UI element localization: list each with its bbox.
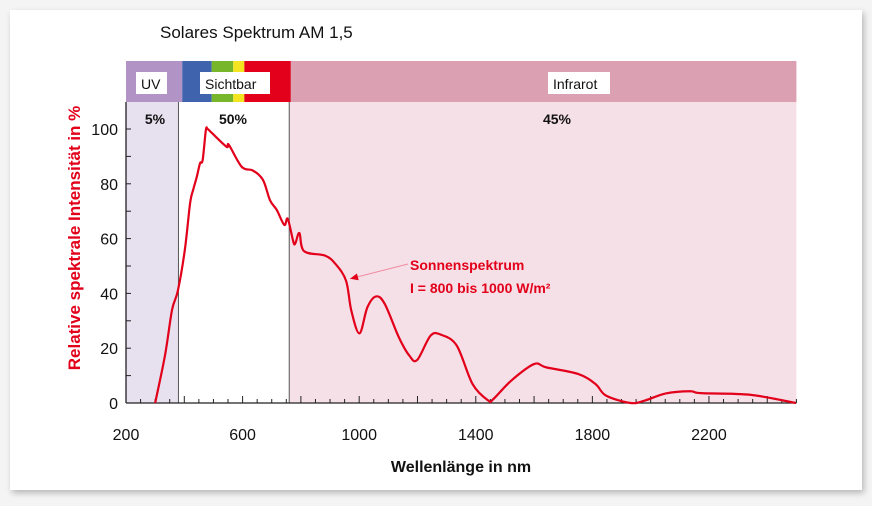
region-fill-infrarot bbox=[289, 102, 797, 403]
chart-title: Solares Spektrum AM 1,5 bbox=[160, 23, 353, 42]
x-tick-label: 1400 bbox=[458, 427, 494, 444]
y-tick-label: 100 bbox=[91, 122, 118, 139]
band-infrarot bbox=[289, 61, 797, 102]
region-fill-sichtbar bbox=[178, 102, 290, 403]
y-tick-label: 40 bbox=[100, 286, 118, 303]
axes: 0 20 40 60 80 100 200 600 1000 1400 1800 2200 bbox=[91, 102, 797, 444]
annotation-arrow-line bbox=[349, 263, 409, 280]
region-label-sichtbar: Sichtbar bbox=[205, 76, 257, 92]
region-label-uv: UV bbox=[141, 76, 161, 92]
x-tick-label: 600 bbox=[229, 427, 256, 444]
y-tick-label: 80 bbox=[100, 177, 118, 194]
x-tick-label: 2200 bbox=[691, 427, 727, 444]
y-tick-label: 0 bbox=[109, 396, 118, 413]
region-labels: UV 5% Sichtbar 50% Infrarot 45% bbox=[136, 72, 610, 127]
region-percent: 45% bbox=[543, 111, 572, 127]
annotation-arrow-head bbox=[350, 273, 359, 281]
x-tick-label: 1800 bbox=[575, 427, 611, 444]
x-axis-label: Wellenlänge in nm bbox=[391, 459, 531, 476]
region-percent: 5% bbox=[145, 111, 166, 127]
y-axis-label: Relative spektrale Intensität in % bbox=[65, 106, 84, 371]
regions bbox=[126, 102, 797, 403]
region-label-box bbox=[136, 72, 167, 94]
x-tick-label: 200 bbox=[113, 427, 140, 444]
x-tick-label: 1000 bbox=[341, 427, 377, 444]
y-tick-label: 20 bbox=[100, 341, 118, 358]
region-percent: 50% bbox=[219, 111, 248, 127]
annotation: Sonnenspektrum I = 800 bis 1000 W/m² bbox=[349, 257, 551, 296]
region-label-infrarot: Infrarot bbox=[553, 76, 597, 92]
region-label-box bbox=[548, 72, 610, 94]
y-tick-label: 60 bbox=[100, 232, 118, 249]
region-label-box bbox=[200, 72, 270, 94]
annotation-line2: I = 800 bis 1000 W/m² bbox=[410, 280, 551, 296]
spectrum-curve bbox=[154, 126, 797, 405]
region-fill-uv bbox=[126, 102, 179, 403]
annotation-line1: Sonnenspektrum bbox=[410, 257, 524, 273]
